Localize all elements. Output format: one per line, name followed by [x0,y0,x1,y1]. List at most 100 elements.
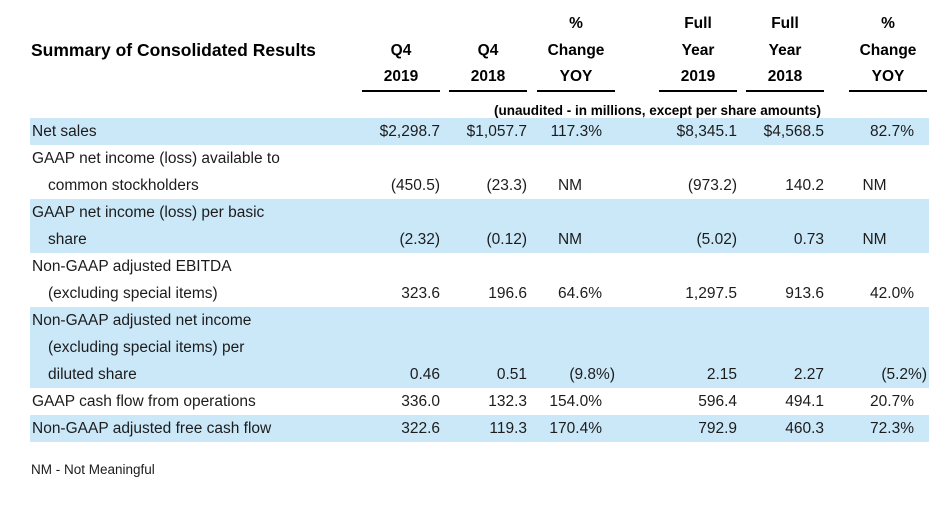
row-label-line: share [48,231,87,248]
consolidated-results-table: Summary of Consolidated Results Q4 2019 … [30,10,929,442]
value-cell: 0.46 [362,307,442,388]
row-label: GAAP net income (loss) available to comm… [30,145,362,199]
row-label-line: Non-GAAP adjusted EBITDA [32,258,232,275]
value-cell: 596.4 [698,393,737,410]
value-cell: 117.3% [529,118,617,145]
row-label-line: (excluding special items) [48,285,218,302]
column-header-line [449,10,527,37]
value-cell: 132.3 [488,393,527,410]
value-cell: 322.6 [362,415,442,442]
row-label-line: (excluding special items) per [48,339,245,356]
table-row-gaap-net-income: GAAP net income (loss) available to comm… [30,145,929,199]
column-header-line: Change [859,42,917,59]
value-cell: 0.73 [739,199,826,253]
column-header-line: Full [771,15,799,32]
column-header-line-underlined: 2019 [659,64,737,92]
column-header-full-year-2019: Full Year 2019 [617,10,739,92]
value-cell: $1,057.7 [442,118,529,145]
column-header-full-year-2018: Full Year 2018 [739,10,826,92]
value-cell: 913.6 [785,285,824,302]
value-cell: 170.4% [529,415,617,442]
value-cell: 336.0 [401,393,440,410]
value-cell: 2.15 [617,307,739,388]
column-header-line: Q4 [477,42,499,59]
row-label-line: GAAP net income (loss) available to [32,150,280,167]
value-cell: 42.0% [870,285,914,302]
unit-note-row: (unaudited - in millions, except per sha… [30,92,929,118]
value-cell: 1,297.5 [685,285,737,302]
table-title-cell: Summary of Consolidated Results [30,10,362,92]
value-cell: (0.12) [442,199,529,253]
row-label-line: diluted share [48,366,137,383]
value-cell: 20.7% [870,393,914,410]
value-cell: $2,298.7 [362,118,442,145]
value-cell: NM [557,177,583,194]
value-cell: 140.2 [785,177,824,194]
value-cell: NM [529,199,617,253]
row-label-line: Non-GAAP adjusted net income [32,312,252,329]
value-cell: 196.6 [488,285,527,302]
page-title: Summary of Consolidated Results [31,40,316,60]
row-label-line: GAAP net income (loss) per basic [32,204,265,221]
header-row: Summary of Consolidated Results Q4 2019 … [30,10,929,92]
value-cell: (5.2%) [826,307,929,388]
row-label-line: Net sales [32,123,97,140]
row-label-line: common stockholders [48,177,199,194]
value-cell: (2.32) [362,199,442,253]
value-cell: (973.2) [687,177,737,194]
row-label: GAAP cash flow from operations [30,388,362,415]
row-label: Non-GAAP adjusted net income (excluding … [30,307,362,388]
footnote: NM - Not Meaningful [31,462,155,477]
table-row-adjusted-ebitda: Non-GAAP adjusted EBITDA (excluding spec… [30,253,929,307]
column-header-line: Change [547,42,605,59]
table-row-net-sales: Net sales $2,298.7 $1,057.7 117.3% $8,34… [30,118,929,145]
row-label: Non-GAAP adjusted EBITDA (excluding spec… [30,253,362,307]
column-header-q4-2018: Q4 2018 [442,10,529,92]
value-cell: (450.5) [390,177,440,194]
value-cell: $8,345.1 [617,118,739,145]
value-cell: 154.0% [549,393,602,410]
unit-note: (unaudited - in millions, except per sha… [493,103,822,118]
column-header-pct-change-fy: % Change YOY [826,10,929,92]
row-label: GAAP net income (loss) per basic share [30,199,362,253]
value-cell: NM [862,177,887,194]
empty-cell [30,92,362,118]
value-cell: 64.6% [558,285,602,302]
column-header-line-underlined: YOY [849,64,927,92]
value-cell: 323.6 [401,285,440,302]
row-label: Net sales [30,118,362,145]
value-cell: (5.02) [617,199,739,253]
column-header-line-underlined: 2018 [449,64,527,92]
table-row-cash-flow-operations: GAAP cash flow from operations 336.0 132… [30,388,929,415]
value-cell: (23.3) [486,177,528,194]
value-cell: 494.1 [785,393,824,410]
value-cell: $4,568.5 [739,118,826,145]
value-cell: 460.3 [739,415,826,442]
column-header-line-underlined: 2018 [746,64,824,92]
table-row-free-cash-flow: Non-GAAP adjusted free cash flow 322.6 1… [30,415,929,442]
value-cell: 792.9 [617,415,739,442]
column-header-line: Year [768,42,802,59]
column-header-line: % [881,15,895,32]
value-cell: 72.3% [826,415,929,442]
column-header-line: Full [684,15,712,32]
value-cell: 82.7% [826,118,929,145]
column-header-line: Year [681,42,715,59]
row-label: Non-GAAP adjusted free cash flow [30,415,362,442]
row-label-line: GAAP cash flow from operations [32,393,256,410]
column-header-line-underlined: YOY [537,64,615,92]
column-header-q4-2019: Q4 2019 [362,10,442,92]
value-cell: 0.51 [442,307,529,388]
column-header-line: % [569,15,583,32]
column-header-line [362,10,440,37]
column-header-pct-change-q4: % Change YOY [529,10,617,92]
table-row-gaap-eps-basic: GAAP net income (loss) per basic share (… [30,199,929,253]
table-row-adjusted-net-income: Non-GAAP adjusted net income (excluding … [30,307,929,388]
value-cell: 119.3 [442,415,529,442]
value-cell: 2.27 [739,307,826,388]
value-cell: (9.8%) [529,307,617,388]
column-header-line: Q4 [390,42,412,59]
column-header-line-underlined: 2019 [362,64,440,92]
value-cell: NM [826,199,929,253]
row-label-line: Non-GAAP adjusted free cash flow [32,420,272,437]
